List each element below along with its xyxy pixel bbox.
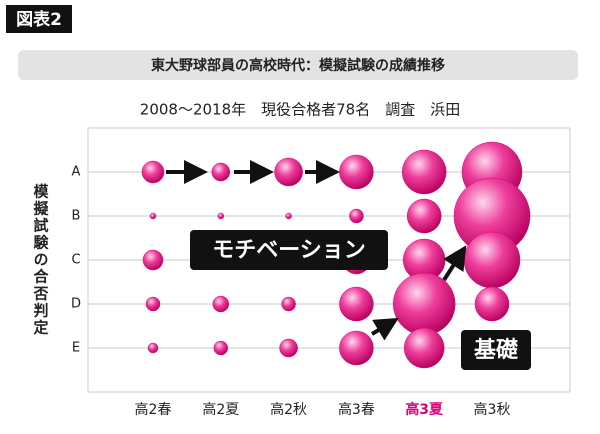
bubble [406,198,442,234]
annotation-box [190,230,388,270]
bubble [145,296,161,312]
bubble [403,327,445,369]
figure-label: 図表2 [16,9,62,30]
y-tick-label: B [72,209,81,224]
y-tick-label: E [72,341,80,356]
y-axis-label: 模擬試験の合否判定 [32,183,50,337]
bubble [217,212,225,220]
bubble [142,249,164,271]
x-tick-label: 高3夏 [405,401,444,418]
bubble [213,340,229,356]
y-tick-label: A [72,165,81,180]
annotation: モチベーション [212,238,366,263]
bubble [149,212,157,220]
title-banner [18,50,578,80]
bubble [211,162,231,182]
arrows [166,160,467,341]
y-tick-label: C [71,253,80,268]
x-tick-label: 高2春 [135,401,172,418]
bubble [279,338,298,358]
bubble [463,231,521,289]
bubble [474,286,510,322]
bubble [212,295,230,313]
bubble [339,154,374,190]
bubble [339,330,374,366]
annotation: 基礎 [474,337,519,363]
bubble [285,212,292,220]
bubble [349,208,364,224]
x-tick-label: 高2秋 [270,401,307,418]
y-tick-label: D [71,297,81,312]
figure-label-box [6,5,72,33]
bubble [274,157,303,187]
bubble [281,296,296,312]
x-tick-label: 高3秋 [474,401,511,418]
bubble [147,342,159,354]
chart-title: 東大野球部員の高校時代：模擬試験の成績推移 [151,57,445,74]
bubble [339,286,374,322]
x-tick-label: 高3春 [338,401,375,418]
bubble [392,272,456,336]
subtitle: 2008～2018年 現役合格者78名 調査 浜田 [140,101,460,119]
bubble [141,160,165,184]
annotation-box [461,330,531,370]
bubble [401,149,447,195]
x-tick-label: 高2夏 [202,401,239,418]
